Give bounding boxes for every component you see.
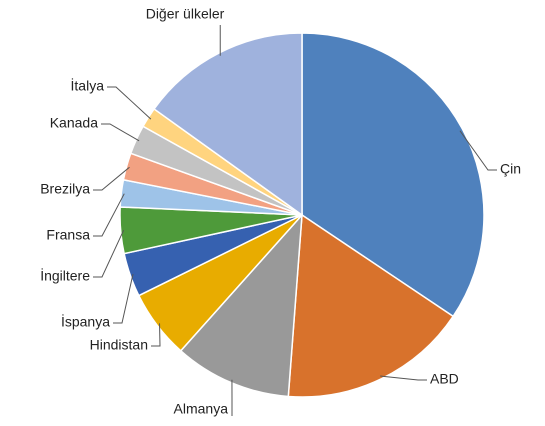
slice-label: Fransa bbox=[46, 227, 90, 243]
slice-label: Diğer ülkeler bbox=[146, 6, 225, 22]
slice-label: Hindistan bbox=[90, 337, 148, 353]
leader-line bbox=[93, 166, 130, 191]
slice-label: Brezilya bbox=[40, 181, 90, 197]
leader-line bbox=[151, 323, 161, 347]
slice bbox=[153, 32, 303, 217]
slice bbox=[179, 212, 303, 398]
slice-label: İspanya bbox=[61, 313, 110, 330]
slice-label: İngiltere bbox=[40, 267, 90, 284]
leader-line bbox=[380, 375, 427, 381]
leader-line bbox=[113, 273, 134, 324]
leader-line bbox=[107, 86, 152, 120]
slice-label: Çin bbox=[500, 161, 521, 177]
slice-label: İtalya bbox=[71, 77, 105, 94]
leader-line bbox=[93, 229, 125, 278]
slice-label: Almanya bbox=[174, 401, 229, 417]
slice bbox=[287, 213, 455, 398]
slice bbox=[301, 32, 485, 318]
leader-line bbox=[459, 130, 497, 171]
slice-label: Kanada bbox=[50, 115, 98, 131]
slice-label: ABD bbox=[430, 371, 459, 387]
leader-line bbox=[101, 123, 140, 142]
leader-line bbox=[93, 193, 125, 237]
